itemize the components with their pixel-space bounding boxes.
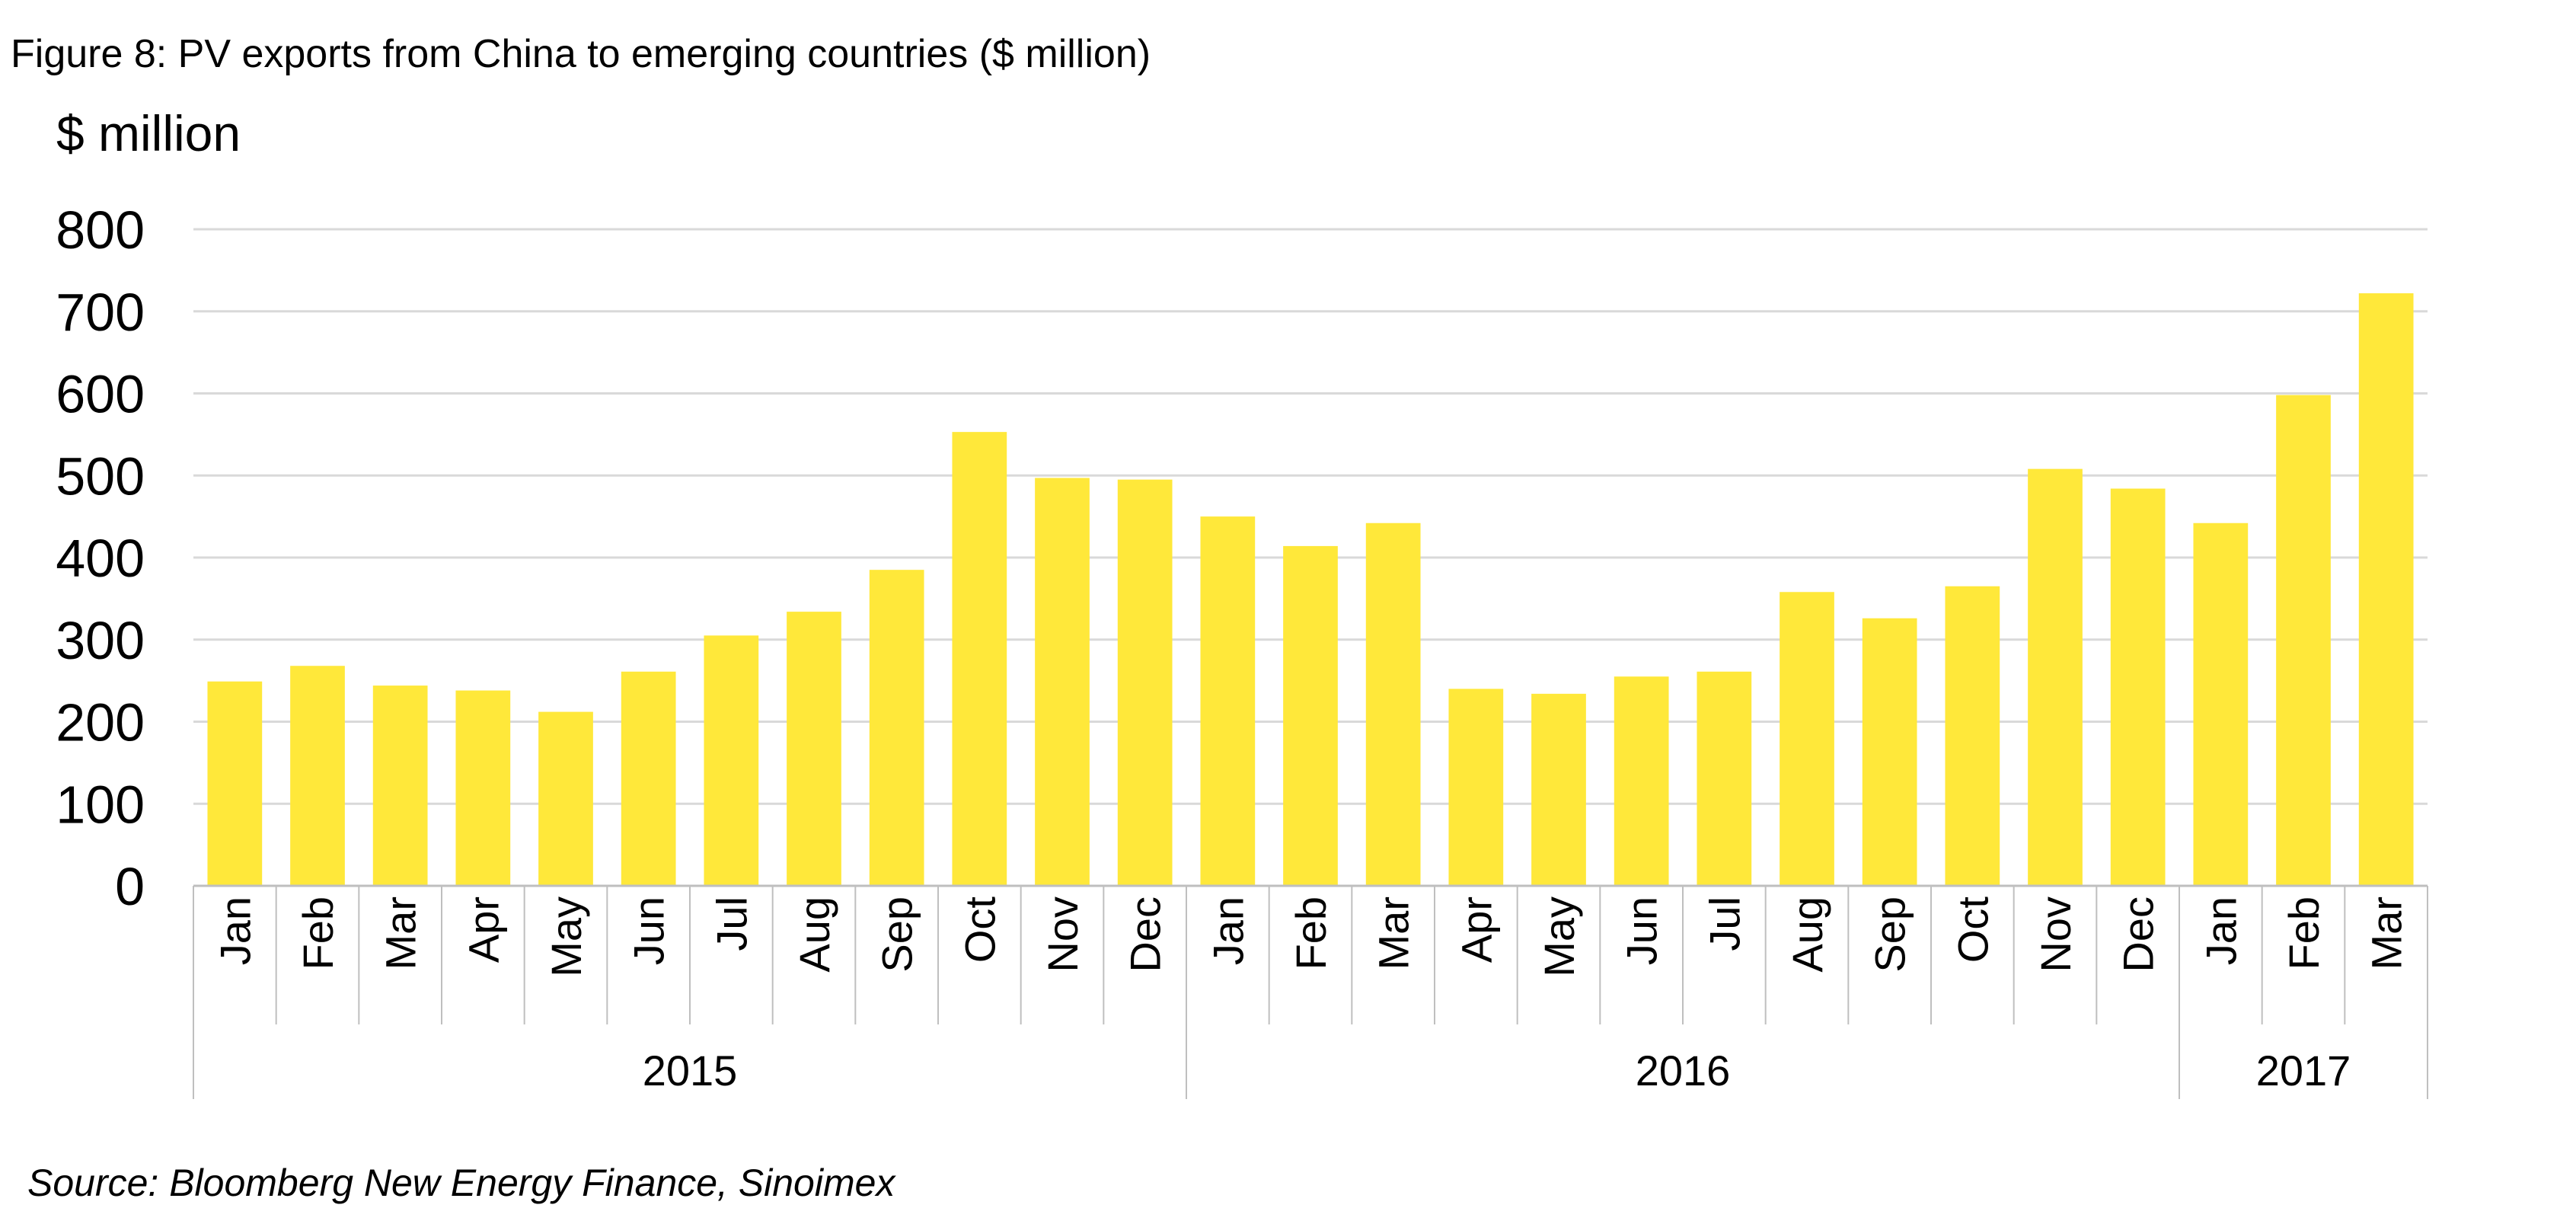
bar [1697, 671, 1752, 886]
x-tick-label: Mar [1370, 896, 1418, 970]
bar [1365, 523, 1421, 886]
bar [2276, 395, 2331, 886]
chart-title: Figure 8: PV exports from China to emerg… [11, 32, 1151, 76]
x-tick-label: Feb [2280, 896, 2328, 970]
bar [1945, 586, 2000, 886]
x-tick-label: Jan [1204, 896, 1252, 965]
x-tick-label: Nov [2032, 896, 2080, 973]
y-tick-label: 600 [56, 365, 145, 424]
x-tick-label: Apr [459, 896, 507, 963]
bar [1117, 479, 1173, 886]
bar [1035, 478, 1090, 886]
x-tick-label: Mar [377, 896, 425, 970]
y-tick-label: 800 [56, 200, 145, 260]
year-label: 2017 [2256, 1047, 2351, 1095]
y-tick-label: 200 [56, 693, 145, 753]
x-tick-label: Aug [1783, 896, 1831, 973]
year-label: 2016 [1636, 1047, 1731, 1095]
bar [2193, 523, 2249, 886]
x-tick-label: Jan [2197, 896, 2245, 965]
x-tick-label: Jul [1700, 896, 1748, 951]
bar [2358, 293, 2414, 886]
y-tick-label: 700 [56, 283, 145, 342]
bar [2110, 488, 2166, 886]
source-note: Source: Bloomberg New Energy Finance, Si… [27, 1162, 896, 1204]
y-tick-label: 0 [115, 857, 145, 916]
x-tick-label: Dec [2115, 896, 2163, 973]
x-tick-label: Apr [1452, 896, 1500, 963]
bar [1200, 516, 1256, 886]
x-tick-label: Mar [2363, 896, 2411, 970]
bar [207, 681, 263, 886]
bar [787, 612, 841, 886]
x-tick-label: Oct [1949, 896, 1997, 964]
bar [1614, 676, 1669, 886]
bar [1448, 689, 1504, 886]
bar [952, 432, 1007, 886]
x-tick-label: Feb [294, 896, 342, 970]
year-label: 2015 [643, 1047, 738, 1095]
x-tick-label: Oct [956, 896, 1004, 964]
x-tick-label: May [1535, 896, 1583, 977]
bar [1862, 618, 1917, 886]
bar [455, 690, 511, 886]
bar [621, 671, 676, 886]
bar [1780, 592, 1834, 886]
y-axis-label: $ million [56, 105, 241, 161]
x-tick-label: Sep [873, 896, 921, 973]
y-tick-label: 400 [56, 529, 145, 588]
bar [869, 570, 924, 886]
bar [1531, 693, 1586, 886]
bar [538, 711, 593, 886]
x-tick-label: Nov [1039, 896, 1087, 973]
bar [704, 635, 759, 886]
y-tick-label: 300 [56, 611, 145, 670]
x-tick-label: Dec [1122, 896, 1170, 973]
x-tick-label: Feb [1287, 896, 1335, 970]
x-tick-label: Jan [211, 896, 259, 965]
x-tick-label: May [542, 896, 590, 977]
x-tick-label: Aug [790, 896, 838, 973]
x-tick-label: Jul [707, 896, 755, 951]
bar [372, 686, 428, 886]
x-tick-label: Jun [1618, 896, 1666, 965]
x-tick-label: Sep [1866, 896, 1914, 973]
bar [2028, 468, 2083, 886]
y-tick-label: 100 [56, 775, 145, 834]
x-tick-label: Jun [625, 896, 673, 965]
y-tick-label: 500 [56, 446, 145, 506]
bar [1283, 545, 1338, 886]
bar [290, 666, 345, 886]
